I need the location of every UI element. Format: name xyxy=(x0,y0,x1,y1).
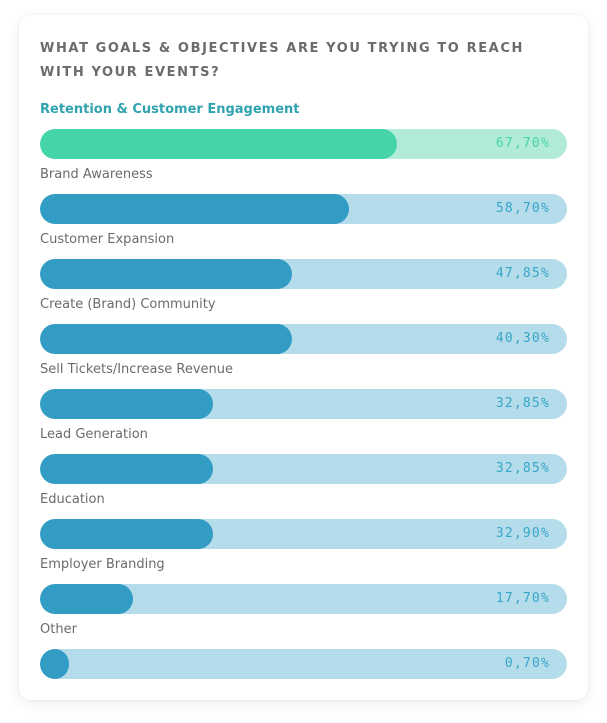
bar-label: Employer Branding xyxy=(40,557,165,572)
bar-label: Customer Expansion xyxy=(40,232,175,247)
bar-row: Other 0,70% xyxy=(40,621,567,686)
bar-track xyxy=(40,584,567,614)
bar-label: Brand Awareness xyxy=(40,167,153,182)
bar-track xyxy=(40,649,567,679)
bar-row: Retention & Customer Engagement 67,70% xyxy=(40,101,567,166)
bar-value-label: 47,85% xyxy=(495,266,550,281)
bar-fill xyxy=(40,649,69,679)
bar-row: Education 32,90% xyxy=(40,491,567,556)
bar-fill xyxy=(40,129,397,159)
bar-list: Retention & Customer Engagement 67,70% Bra… xyxy=(40,101,567,686)
bar-track xyxy=(40,454,567,484)
bar-value-label: 58,70% xyxy=(495,201,550,216)
bar-track xyxy=(40,324,567,354)
bar-value-label: 67,70% xyxy=(495,136,550,151)
bar-fill xyxy=(40,259,293,289)
bar-fill xyxy=(40,454,214,484)
bar-value-label: 17,70% xyxy=(495,591,550,606)
bar-row: Brand Awareness 58,70% xyxy=(40,166,567,231)
bar-track xyxy=(40,259,567,289)
bar-fill xyxy=(40,519,214,549)
bar-track xyxy=(40,389,567,419)
bar-track xyxy=(40,129,567,159)
bar-row: Employer Branding 17,70% xyxy=(40,556,567,621)
bar-track xyxy=(40,519,567,549)
bar-fill xyxy=(40,584,134,614)
bar-label: Education xyxy=(40,492,105,507)
bar-label: Retention & Customer Engagement xyxy=(40,102,300,117)
bar-fill xyxy=(40,389,214,419)
bar-label: Create (Brand) Community xyxy=(40,297,216,312)
chart-title: WHAT GOALS & OBJECTIVES ARE YOU TRYING T… xyxy=(40,41,524,80)
bar-row: Create (Brand) Community 40,30% xyxy=(40,296,567,361)
bar-value-label: 32,90% xyxy=(495,526,550,541)
bar-fill xyxy=(40,194,350,224)
bar-fill xyxy=(40,324,293,354)
bar-value-label: 32,85% xyxy=(495,396,550,411)
bar-value-label: 0,70% xyxy=(504,656,550,671)
bar-track xyxy=(40,194,567,224)
bar-row: Sell Tickets/Increase Revenue 32,85% xyxy=(40,361,567,426)
bar-row: Lead Generation 32,85% xyxy=(40,426,567,491)
bar-value-label: 32,85% xyxy=(495,461,550,476)
bar-label: Sell Tickets/Increase Revenue xyxy=(40,362,233,377)
bar-label: Other xyxy=(40,622,77,637)
bar-value-label: 40,30% xyxy=(495,331,550,346)
bar-label: Lead Generation xyxy=(40,427,148,442)
survey-results-card: WHAT GOALS & OBJECTIVES ARE YOU TRYING T… xyxy=(19,15,588,700)
bar-row: Customer Expansion 47,85% xyxy=(40,231,567,296)
